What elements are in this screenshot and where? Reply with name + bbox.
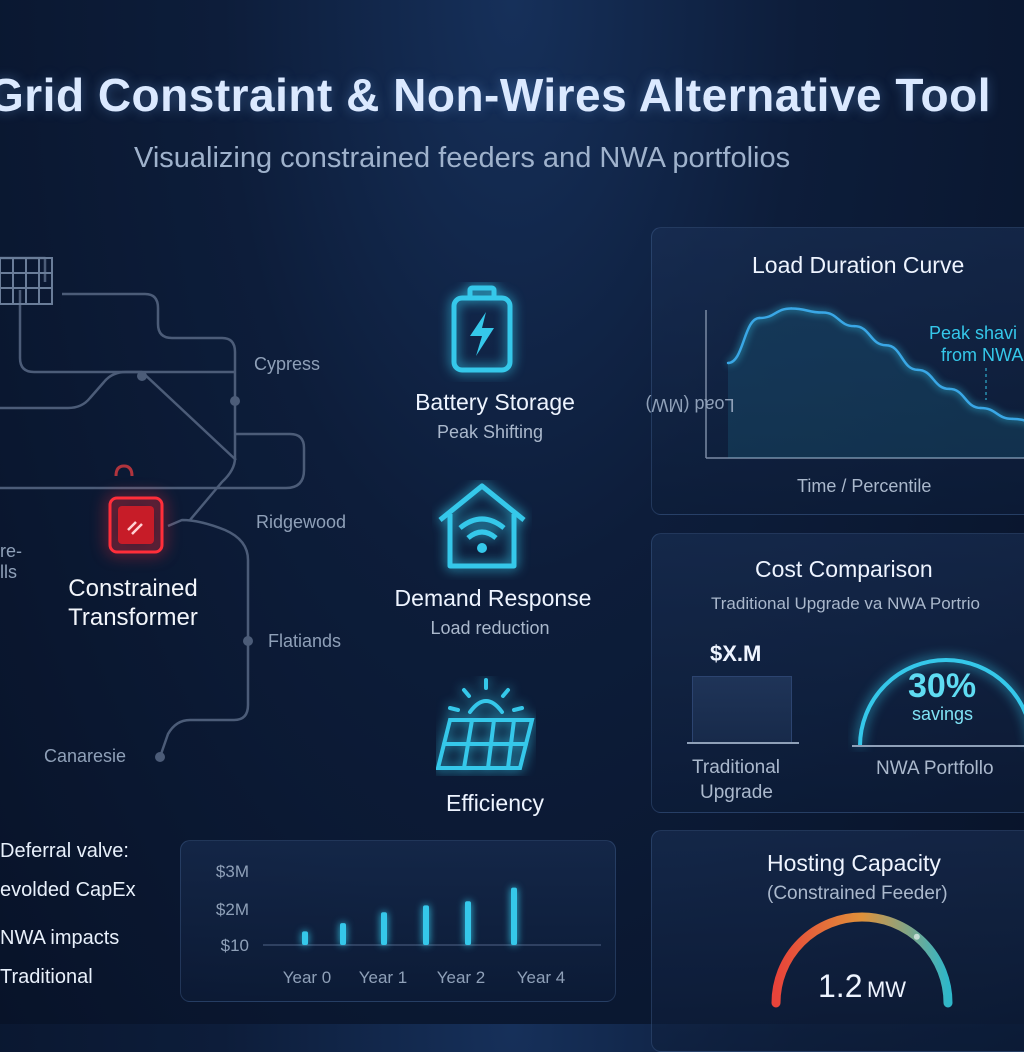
cost-comparison-panel: Cost Comparison Traditional Upgrade va N… [651,533,1024,813]
load-curve-point [821,311,824,314]
nwa-battery-name: Battery Storage [415,389,575,415]
nwa-demand-response-desc: Load reduction [430,618,550,638]
nwa-battery-desc: Peak Shifting [436,422,544,442]
cost-comparison-title: Cost Comparison [755,556,933,582]
load-duration-title: Load Duration Curve [752,252,965,278]
traditional-cost-bar [692,676,792,744]
load-curve-point [726,361,730,365]
hosting-capacity-unit: MW [866,977,907,1002]
load-curve-point [916,368,919,372]
feeder-line-5 [158,518,250,758]
deferral-y-tick: $3M [216,862,249,881]
load-curve-area [728,308,1024,458]
hosting-capacity-subtitle: (Constrained Feeder) [767,883,948,904]
gauge-arc [771,912,953,1008]
map-label-canaresie: Canaresie [44,746,127,766]
load-curve-point [979,406,982,410]
deferral-bar [340,923,346,945]
deferral-bar [511,887,517,945]
deferral-x-tick: Year 1 [359,968,408,987]
deferral-bar [465,901,471,945]
traditional-label-line1: Traditional [692,757,781,778]
solar-panel-icon [436,678,535,770]
deferral-y-tick: $2M [216,900,249,919]
battery-icon [451,285,513,373]
constrained-label-line2: Transformer [68,604,198,631]
map-label-ridgewood: Ridgewood [256,512,347,532]
feeder-line-1 [62,292,237,521]
hosting-capacity-gauge [771,912,953,1008]
deferral-item-avoided-capex: evolded CapEx [0,879,136,901]
deferral-bar [302,931,308,945]
traditional-cost-value: $X.M [710,641,762,666]
load-curve-point [884,344,888,347]
load-curve-point [758,316,761,320]
map-label-cypress: Cypress [254,354,321,374]
load-duration-panel: Load Duration Curve Time / Percentile Lo… [646,227,1024,515]
hosting-capacity-value: 1.2 MW [818,968,906,1005]
load-curve-point [790,307,793,310]
nwa-demand-response-name: Demand Response [394,585,592,611]
constrained-label-line1: Constrained [68,575,198,602]
deferral-bar [381,912,387,945]
map-label-partial-2: lls [0,562,17,582]
feeder-line-4 [0,432,306,490]
load-curve-point [948,387,951,391]
feeder-map [0,256,306,762]
gauge-level-marker [913,933,920,940]
deferral-item-nwa-impacts: NWA impacts [0,927,120,949]
feeder-line-3 [0,370,237,461]
constrained-transformer-icon [108,464,164,554]
map-label-partial-1: re- [0,541,22,561]
page-subtitle: Visualizing constrained feeders and NWA … [134,142,791,174]
deferral-item-traditional: Traditional [0,966,93,988]
load-duration-ylabel: Load (MW) [645,395,735,415]
load-curve-point [1011,417,1014,421]
hosting-capacity-number: 1.2 [818,968,863,1004]
smart-home-icon [438,483,526,569]
deferral-bar-chart: $3M $2M $10 Year 0 Year 1 Year 2 Year 4 [216,862,601,987]
load-curve-point [853,324,856,328]
traditional-label-line2: Upgrade [700,782,773,803]
load-duration-chart [705,307,1024,459]
deferral-x-tick: Year 0 [283,968,332,987]
nwa-portfolio-label: NWA Portfollo [876,758,994,779]
savings-percent: 30% [908,667,977,705]
savings-label: savings [912,704,974,724]
constrained-transformer-label: Constrained Transformer [48,574,218,632]
deferral-bar [423,905,429,945]
deferral-chart-panel: $3M $2M $10 Year 0 Year 1 Year 2 Year 4 [180,840,616,1002]
deferral-x-tick: Year 4 [517,968,566,987]
hosting-capacity-title: Hosting Capacity [767,850,941,876]
load-duration-xlabel: Time / Percentile [797,476,932,496]
map-label-flatiands: Flatiands [268,631,342,651]
traditional-baseline [687,742,799,744]
cost-comparison-subtitle: Traditional Upgrade va NWA Portrio [711,594,980,613]
deferral-y-tick: $10 [221,936,249,955]
feeder-line-2 [18,290,236,374]
nwa-efficiency-name: Efficiency [445,790,544,816]
savings-arc [852,658,1024,747]
page-title: Grid Constraint & Non-Wires Alternative … [0,69,991,121]
peak-annotation-line1: Peak shavi [929,323,1018,343]
deferral-x-tick: Year 2 [437,968,486,987]
deferral-heading: Deferral valve: [0,840,129,862]
peak-annotation-line2: from NWA [941,345,1024,365]
solar-array-icon [0,257,53,305]
hosting-capacity-panel: Hosting Capacity (Constrained Feeder) 1.… [651,830,1024,1052]
